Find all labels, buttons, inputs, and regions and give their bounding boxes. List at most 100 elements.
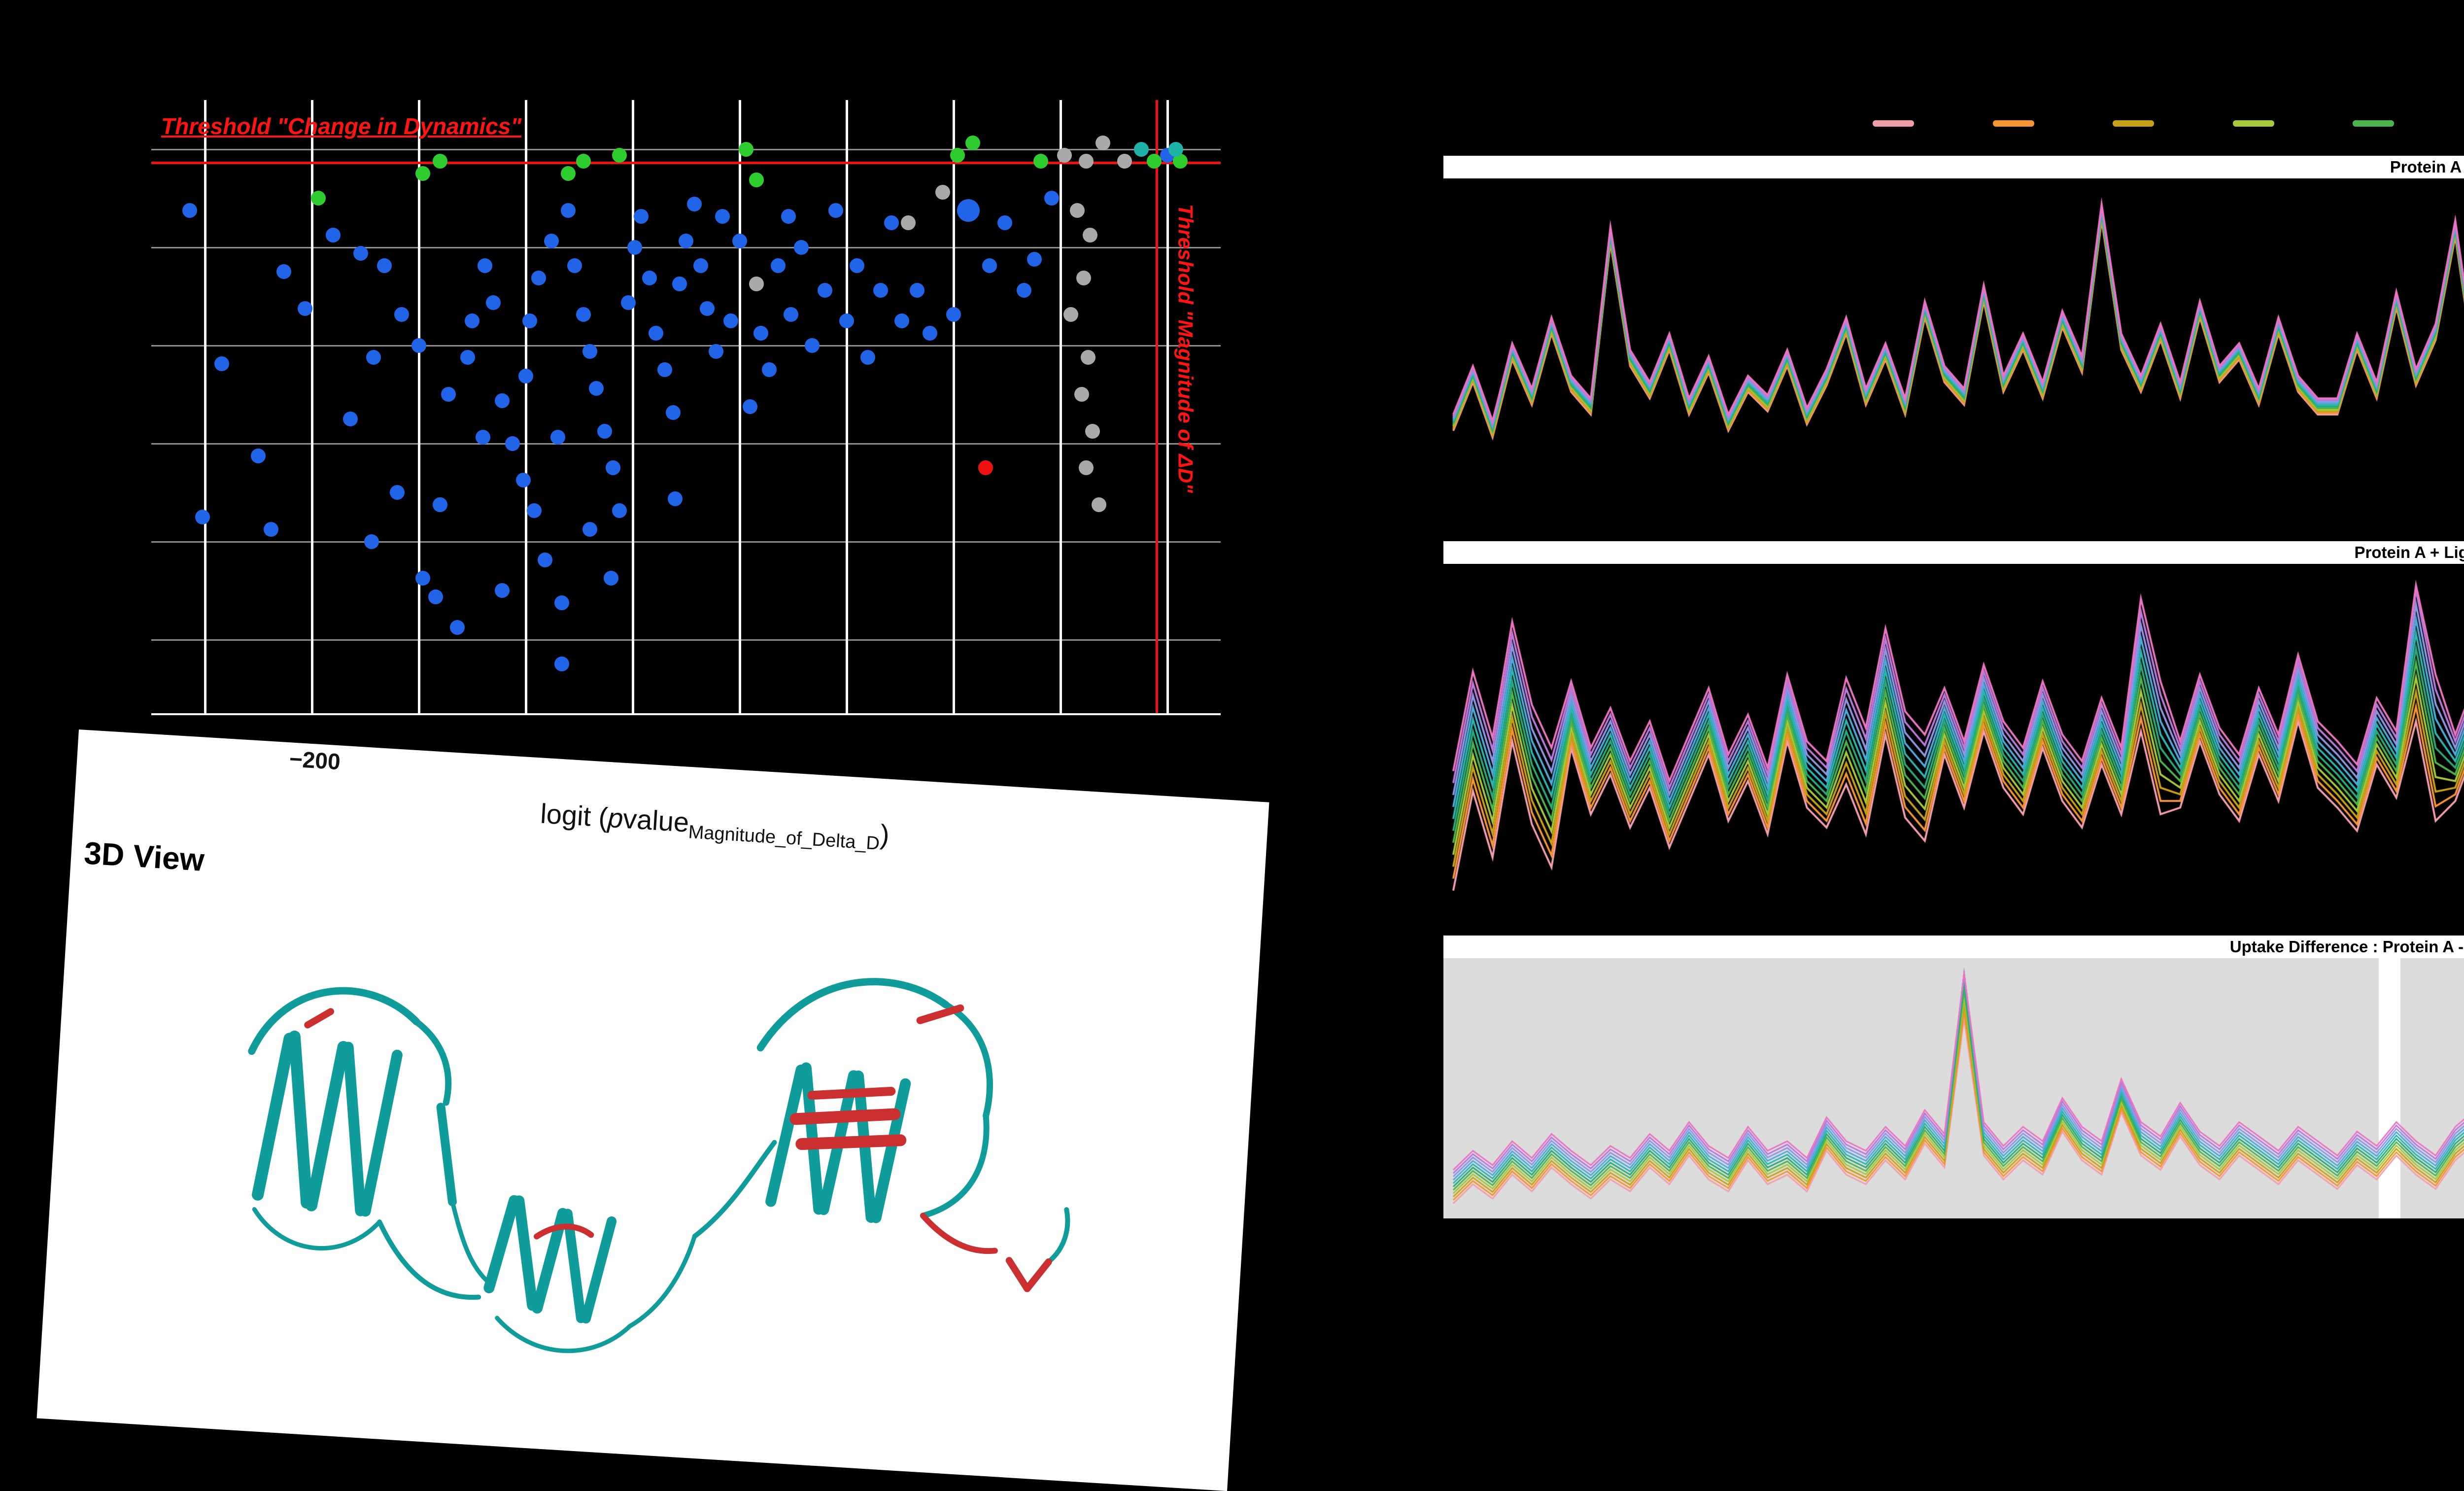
- scatter-point-blue: [554, 657, 570, 672]
- scatter-point-blue: [957, 199, 980, 222]
- scatter-point-blue: [526, 503, 542, 519]
- scatter-point-gray: [1074, 387, 1089, 402]
- protein-ribbon-structure[interactable]: [188, 871, 1104, 1418]
- x-axis-title: logit (pvalueMagnitude_of_Delta_D): [350, 786, 1080, 867]
- x-axis-title-close: ): [879, 818, 890, 850]
- scatter-point-green: [965, 136, 980, 151]
- scatter-point-blue: [449, 620, 465, 635]
- scatter-point-blue: [428, 589, 444, 604]
- scatter-point-green: [1033, 154, 1049, 169]
- scatter-point-gray: [1078, 154, 1094, 169]
- v-gridline: [524, 100, 527, 713]
- scatter-point-green: [749, 172, 764, 187]
- scatter-point-blue: [687, 197, 702, 212]
- scatter-point-blue: [818, 282, 833, 298]
- volcano-plot-area[interactable]: Threshold "Change in Dynamics" Threshold…: [151, 100, 1221, 715]
- scatter-point-teal: [1134, 141, 1149, 157]
- scatter-point-blue: [894, 313, 910, 328]
- scatter-point-blue: [298, 301, 313, 316]
- scatter-point-blue: [679, 234, 693, 249]
- scatter-point-blue: [494, 583, 510, 598]
- scatter-point-blue: [353, 246, 369, 261]
- scatter-point-gray: [1117, 154, 1132, 169]
- scatter-point-blue: [1044, 191, 1060, 206]
- panel-title-uptake-difference: Uptake Difference : Protein A - (Protein…: [1443, 936, 2464, 958]
- scatter-point-blue: [561, 203, 576, 218]
- v-gridline: [417, 100, 420, 713]
- scatter-point-blue: [612, 503, 627, 519]
- scatter-point-green: [576, 154, 591, 169]
- scatter-point-blue: [465, 313, 479, 328]
- uptake-chart-protein-a-ligand[interactable]: [1443, 564, 2464, 925]
- scatter-point-blue: [997, 215, 1012, 230]
- scatter-point-blue: [922, 325, 937, 341]
- scatter-point-blue: [325, 227, 341, 243]
- scatter-point-blue: [606, 460, 621, 476]
- scatter-point-blue: [582, 344, 597, 359]
- scatter-point-blue: [770, 258, 786, 273]
- threshold-dynamics-label: Threshold "Change in Dynamics": [161, 113, 522, 139]
- scatter-point-blue: [475, 430, 490, 445]
- timepoint-legend: [1873, 120, 2464, 127]
- scatter-point-blue: [567, 258, 582, 273]
- scatter-point-gray: [1078, 460, 1094, 476]
- ribbon-highlight-red: [304, 1004, 1052, 1292]
- scatter-point-blue: [597, 423, 613, 439]
- scatter-point-blue: [460, 350, 476, 365]
- v-gridline: [204, 100, 206, 713]
- scatter-point-blue: [620, 295, 636, 310]
- scatter-point-blue: [672, 277, 687, 292]
- h-gridline: [151, 541, 1221, 543]
- scatter-point-blue: [627, 240, 642, 255]
- scatter-point-blue: [251, 448, 266, 463]
- scatter-point-blue: [182, 203, 198, 218]
- scatter-point-blue: [486, 295, 501, 310]
- legend-dash: [1873, 120, 1914, 127]
- panel-title-protein-a-ligand: Protein A + Ligand: [1443, 541, 2464, 564]
- scatter-point-blue: [1016, 282, 1031, 298]
- scatter-point-green: [950, 147, 965, 163]
- uptake-difference-chart[interactable]: [1443, 958, 2464, 1218]
- legend-dash: [2232, 120, 2274, 127]
- scatter-point-blue: [195, 509, 210, 524]
- scatter-point-blue: [390, 485, 405, 500]
- scatter-point-blue: [554, 595, 570, 611]
- uptake-chart-protein-a[interactable]: [1443, 178, 2464, 530]
- x-axis-tick-label: −200: [288, 746, 342, 775]
- scatter-point-blue: [1027, 252, 1042, 267]
- scatter-point-blue: [377, 258, 392, 273]
- scatter-point-gray: [1091, 497, 1106, 513]
- scatter-point-green: [432, 154, 447, 169]
- v-gridline: [738, 100, 741, 713]
- scatter-point-gray: [935, 184, 950, 200]
- 3d-view-panel[interactable]: −200 logit (pvalueMagnitude_of_Delta_D) …: [36, 729, 1269, 1491]
- scatter-point-blue: [576, 307, 591, 322]
- threshold-magnitude-label: Threshold "Magnitude of ΔD": [1174, 204, 1198, 493]
- scatter-point-blue: [516, 473, 531, 488]
- scatter-point-blue: [642, 270, 657, 285]
- scatter-point-blue: [441, 387, 456, 402]
- scatter-point-blue: [264, 521, 279, 537]
- scatter-point-blue: [860, 350, 875, 365]
- scatter-point-blue: [550, 430, 565, 445]
- scatter-point-blue: [700, 301, 715, 316]
- x-axis-title-prefix: logit (: [539, 798, 609, 833]
- v-gridline: [1166, 100, 1169, 713]
- scatter-point-gray: [1070, 203, 1085, 218]
- scatter-point-gray: [1063, 307, 1079, 322]
- scatter-point-blue: [753, 325, 768, 341]
- scatter-point-gray: [1085, 423, 1100, 439]
- legend-dash: [2113, 120, 2155, 127]
- v-gridline: [952, 100, 955, 713]
- scatter-point-blue: [537, 553, 552, 567]
- scatter-point-blue: [982, 258, 997, 273]
- h-gridline: [151, 345, 1221, 347]
- scatter-point-green: [612, 147, 627, 163]
- scatter-point-blue: [432, 497, 447, 513]
- scatter-point-green: [310, 191, 326, 206]
- h-gridline: [151, 639, 1221, 641]
- legend-dash: [2353, 120, 2395, 127]
- scatter-point-gray: [1083, 227, 1098, 243]
- scatter-point-blue: [544, 234, 559, 249]
- h-gridline: [151, 148, 1221, 150]
